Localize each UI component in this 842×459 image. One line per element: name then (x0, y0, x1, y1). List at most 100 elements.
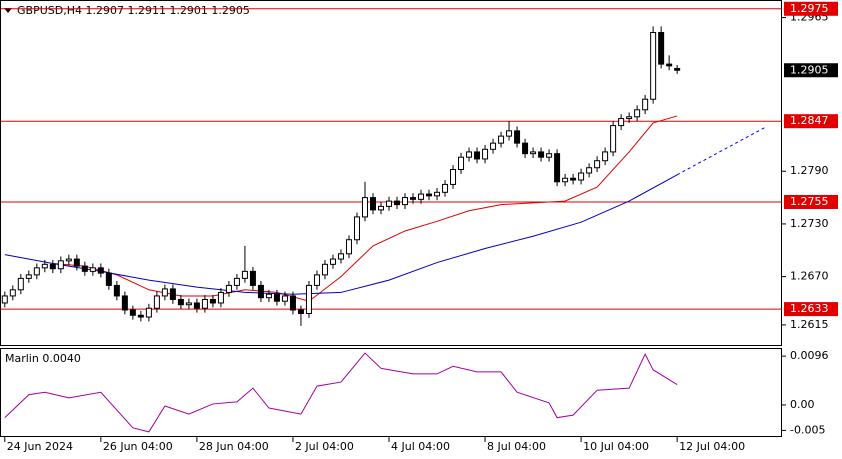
candle-body (650, 31, 657, 100)
candle-body (626, 116, 633, 120)
candle-body (281, 295, 288, 302)
candle-body (321, 263, 328, 276)
candle-body (241, 270, 248, 279)
candle-body (265, 293, 272, 299)
candle-body (217, 291, 224, 304)
candle-body (514, 130, 521, 144)
candle-body (434, 191, 441, 197)
y-tick-label: 1.2670 (790, 270, 829, 283)
indicator-line (676, 126, 766, 176)
candle-body (193, 302, 200, 309)
indicator-line (4, 174, 678, 295)
y-tick-label: 1.2790 (790, 164, 829, 177)
candle-body (546, 153, 553, 158)
level-label: 1.2755 (790, 195, 829, 208)
candle-body (490, 142, 497, 150)
candle-body (353, 216, 360, 241)
candle-body (313, 274, 320, 286)
level-label-box (784, 1, 838, 16)
candle-body (97, 267, 104, 274)
candle-body (530, 151, 537, 155)
candle-body (329, 258, 336, 265)
candle-body (634, 109, 641, 118)
x-tick-label: 24 Jun 2024 (7, 440, 73, 453)
x-tick-label: 2 Jul 04:00 (295, 440, 354, 453)
candle-body (369, 197, 376, 211)
candle-body (41, 263, 48, 269)
candle-body (65, 258, 72, 262)
candle-body (482, 148, 489, 160)
candle-body (594, 160, 601, 169)
candle-body (570, 177, 577, 181)
last-price-box (784, 63, 838, 78)
indicator-title: Marlin 0.0040 (5, 352, 81, 365)
level-label-box (784, 302, 838, 317)
chart-title: GBPUSD,H4 1.2907 1.2911 1.2901 1.2905 (17, 4, 250, 17)
candle-body (177, 298, 184, 306)
candle-body (674, 67, 681, 71)
candle-body (49, 263, 56, 270)
candle-body (506, 130, 513, 137)
candle-body (658, 31, 665, 65)
candle-body (89, 267, 96, 272)
candle-body (410, 197, 417, 200)
candle-body (129, 309, 136, 316)
level-label: 1.2847 (790, 114, 829, 127)
last-price-label: 1.2905 (790, 63, 829, 76)
candle-body (121, 295, 128, 311)
candle-body (257, 284, 264, 299)
candle-body (145, 307, 152, 318)
candle-body (554, 153, 561, 183)
candle-body (538, 151, 545, 158)
candle-body (273, 293, 280, 302)
candle-body (169, 288, 176, 300)
candle-body (25, 274, 32, 279)
candle-body (233, 277, 240, 286)
indicator-line (52, 115, 678, 302)
candle-body (562, 177, 569, 183)
candle-body (113, 284, 120, 297)
x-tick-label: 8 Jul 04:00 (487, 440, 546, 453)
candle-body (385, 200, 392, 207)
candle-body (153, 295, 160, 309)
candle-body (73, 258, 80, 267)
candle-body (305, 284, 312, 315)
level-label: 1.2633 (790, 302, 829, 315)
candle-body (289, 295, 296, 311)
candle-body (137, 314, 144, 318)
x-tick-label: 12 Jul 04:00 (679, 440, 745, 453)
candle-body (642, 98, 649, 111)
candle-body (610, 125, 617, 153)
candle-body (522, 142, 529, 155)
candle-body (361, 197, 368, 218)
candle-body (578, 172, 585, 181)
candle-body (442, 183, 449, 193)
candle-body (345, 239, 352, 255)
candle-body (57, 260, 64, 270)
candle-body (337, 253, 344, 260)
candle-body (17, 277, 24, 291)
candle-body (1, 295, 8, 304)
x-tick-label: 28 Jun 04:00 (199, 440, 269, 453)
level-label: 1.2975 (790, 2, 829, 15)
candle-body (498, 135, 505, 144)
x-tick-label: 10 Jul 04:00 (583, 440, 649, 453)
candle-body (458, 156, 465, 170)
candle-body (297, 309, 304, 315)
indicator-line (4, 352, 678, 433)
y-tick-label: 1.2730 (790, 217, 829, 230)
x-tick-label: 26 Jun 04:00 (103, 440, 173, 453)
candle-body (201, 298, 208, 309)
level-label-box (784, 194, 838, 209)
price-frame (0, 0, 782, 346)
candle-body (394, 200, 401, 206)
candle-body (618, 118, 625, 127)
candle-body (185, 302, 192, 306)
candle-body (586, 167, 593, 174)
candle-body (474, 151, 481, 160)
candle-body (418, 193, 425, 200)
candle-body (9, 289, 16, 297)
y-tick-label: -0.005 (790, 423, 825, 436)
